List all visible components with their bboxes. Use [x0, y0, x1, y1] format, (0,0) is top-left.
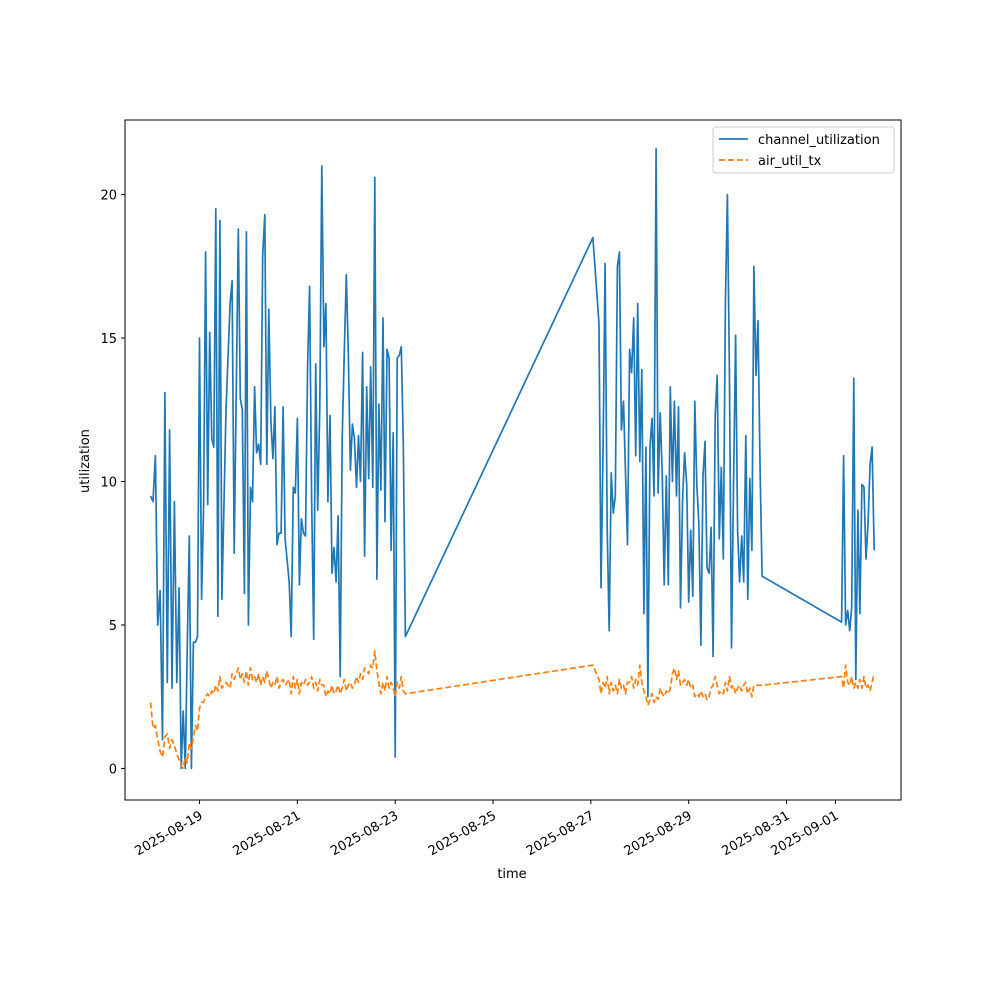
series-line-channel_utilization [149, 147, 876, 770]
axes-frame [124, 119, 902, 801]
x-axis-label: time [497, 867, 526, 882]
y-axis-label: utilization [78, 429, 93, 493]
legend-label-air_util_tx: air_util_tx [758, 154, 822, 169]
y-axis: 0 5 10 15 20 [100, 189, 125, 777]
legend: channel_utilization air_util_tx [712, 126, 895, 174]
y-tick-label: 0 [109, 762, 117, 777]
legend-box [712, 126, 895, 174]
y-tick-label: 15 [100, 332, 117, 347]
y-tick-label: 10 [100, 476, 117, 491]
y-tick-label: 20 [100, 189, 117, 204]
plot-area [149, 147, 876, 770]
legend-label-channel_utilization: channel_utilization [758, 133, 880, 148]
y-tick-label: 5 [109, 619, 117, 634]
series-line-air_util_tx [149, 649, 876, 770]
